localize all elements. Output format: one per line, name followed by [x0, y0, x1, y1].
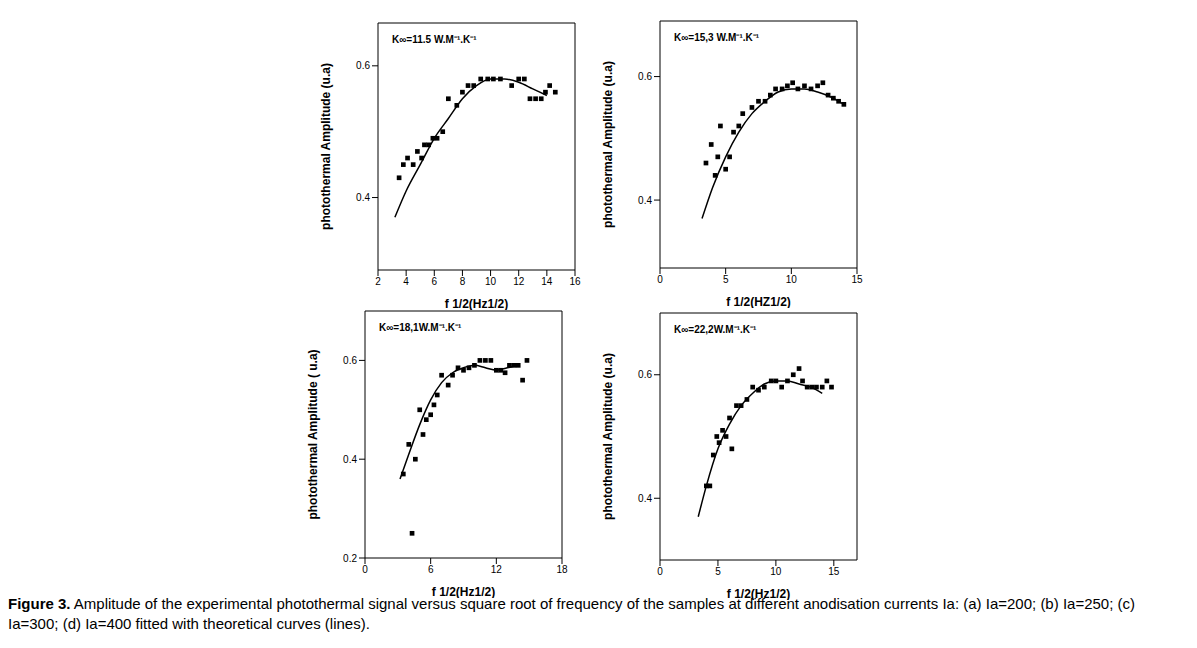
svg-text:18: 18: [556, 564, 568, 575]
svg-text:0.6: 0.6: [343, 355, 357, 366]
svg-text:5: 5: [723, 274, 729, 285]
svg-text:4: 4: [403, 276, 409, 287]
svg-text:10: 10: [786, 274, 798, 285]
svg-text:photothermal Amplitude (u.a): photothermal Amplitude (u.a): [320, 63, 333, 230]
svg-text:6: 6: [428, 564, 434, 575]
html-text:Figure 3. Amplitude of the exp: Figure 3. Amplitude of the experimental …: [8, 595, 1135, 632]
svg-text:6: 6: [432, 276, 438, 287]
svg-text:15: 15: [828, 566, 840, 577]
svg-text:10: 10: [485, 276, 497, 287]
svg-text:15: 15: [851, 274, 863, 285]
html-text:K∞=15,3 W.M⁻¹.K⁻¹: K∞=15,3 W.M⁻¹.K⁻¹: [674, 32, 760, 43]
svg-text:0: 0: [362, 564, 368, 575]
svg-text:0: 0: [657, 274, 663, 285]
svg-text:0.6: 0.6: [638, 71, 652, 82]
svg-text:16: 16: [569, 276, 581, 287]
svg-text:0.4: 0.4: [356, 192, 370, 203]
svg-text:0.6: 0.6: [638, 369, 652, 380]
svg-text:12: 12: [513, 276, 525, 287]
svg-text:0: 0: [657, 566, 663, 577]
svg-text:0.4: 0.4: [343, 454, 357, 465]
html-text:K∞=18,1W.M⁻¹.K⁻¹: K∞=18,1W.M⁻¹.K⁻¹: [379, 322, 462, 333]
svg-text:12: 12: [491, 564, 503, 575]
svg-text:0.4: 0.4: [638, 195, 652, 206]
svg-text:5: 5: [715, 566, 721, 577]
html-text:K∞=11.5 W.M⁻¹.K⁻¹: K∞=11.5 W.M⁻¹.K⁻¹: [392, 34, 477, 45]
svg-text:f 1/2(HZ1/2): f 1/2(HZ1/2): [726, 295, 791, 308]
html-text:K∞=22,2W.M⁻¹.K⁻¹: K∞=22,2W.M⁻¹.K⁻¹: [674, 324, 757, 335]
svg-text:photothermal Amplitude (u.a): photothermal Amplitude (u.a): [602, 353, 615, 520]
svg-text:10: 10: [770, 566, 782, 577]
svg-text:0.2: 0.2: [343, 553, 357, 564]
svg-text:0.4: 0.4: [638, 493, 652, 504]
svg-text:photothermal Amplitude ( u.a): photothermal Amplitude ( u.a): [307, 349, 320, 519]
svg-text:8: 8: [460, 276, 466, 287]
svg-text:photothermal Amplitude (u.a): photothermal Amplitude (u.a): [602, 61, 615, 228]
svg-text:2: 2: [375, 276, 381, 287]
svg-text:0.6: 0.6: [356, 60, 370, 71]
svg-text:14: 14: [541, 276, 553, 287]
svg-text:f 1/2(Hz1/2): f 1/2(Hz1/2): [445, 297, 508, 310]
